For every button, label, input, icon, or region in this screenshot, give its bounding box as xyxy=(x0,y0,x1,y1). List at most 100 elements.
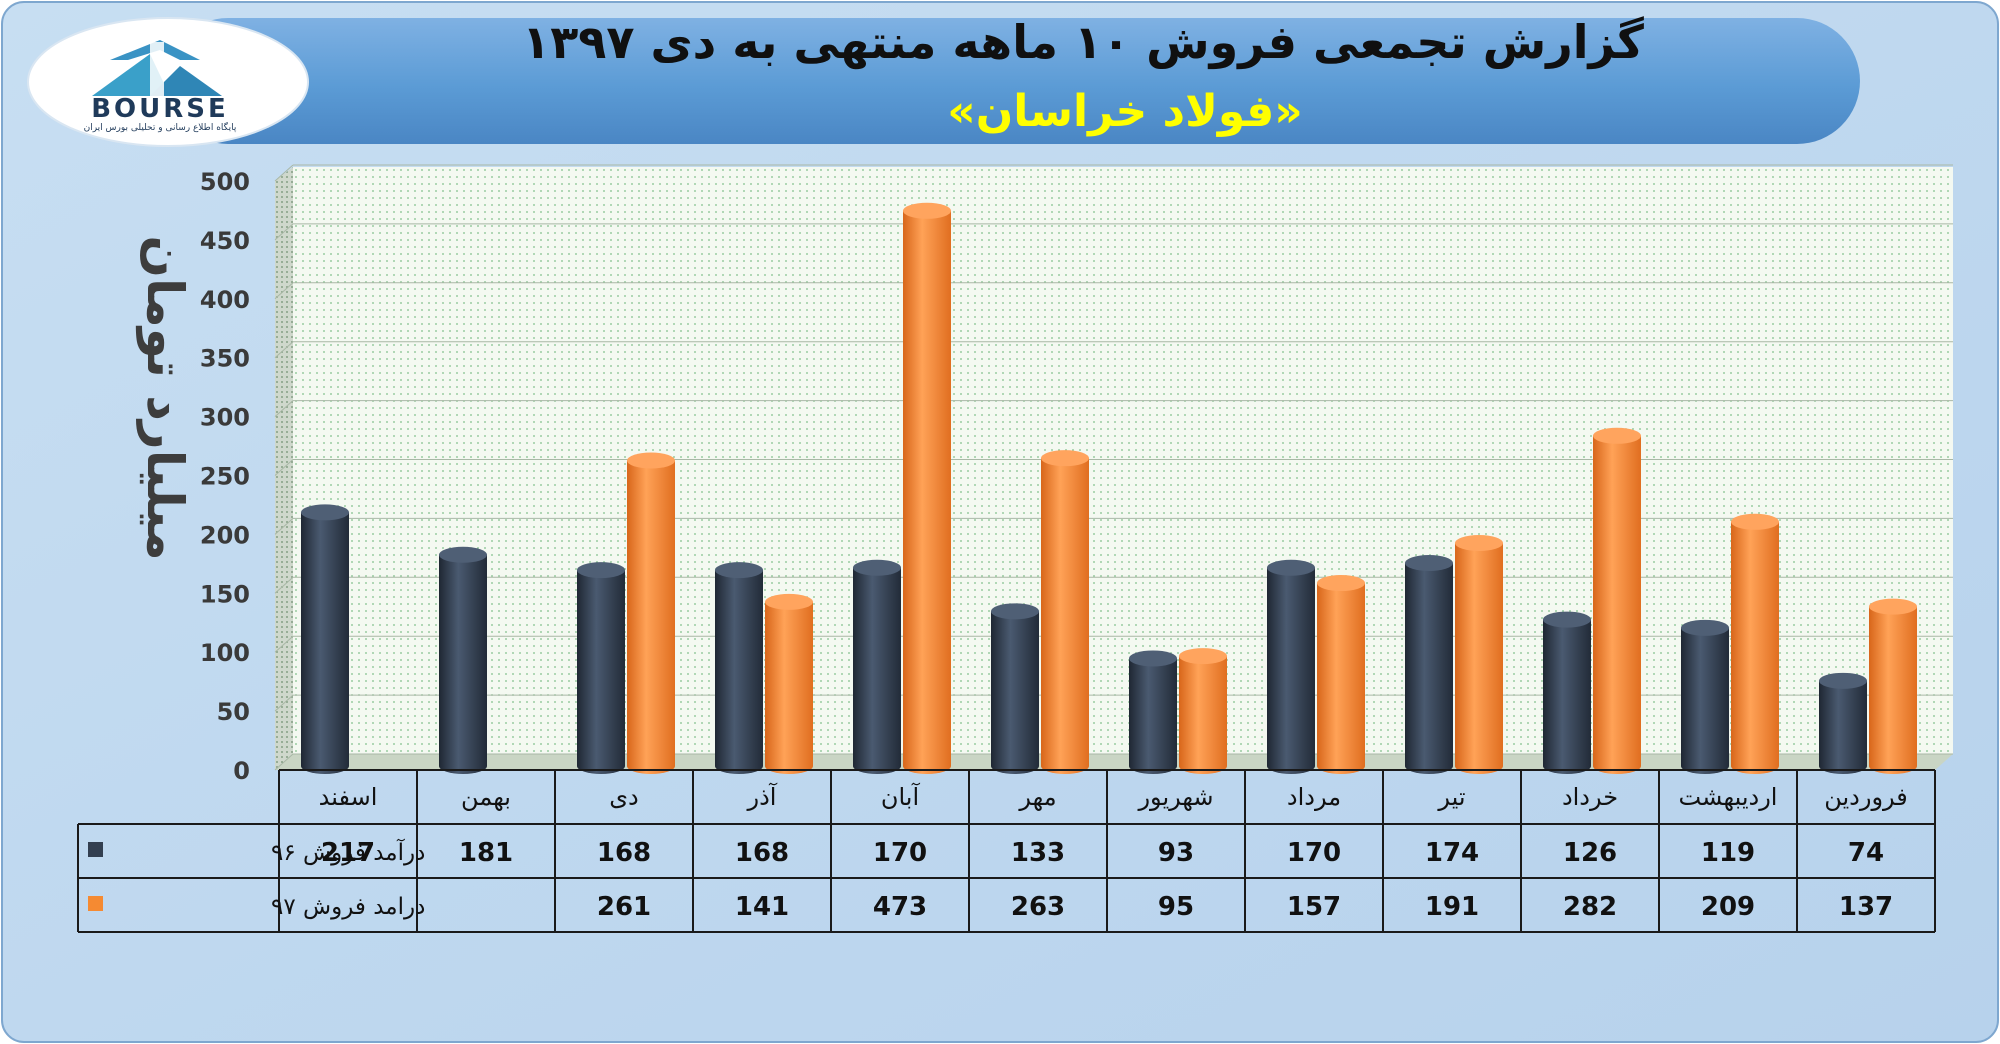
bar-body xyxy=(627,460,675,774)
gridline-side xyxy=(274,459,294,476)
y-axis: 0 50 100 150 200 250 300 350 400 450 500 xyxy=(200,168,250,785)
bar-cap xyxy=(1317,575,1365,592)
bar-cap xyxy=(1543,611,1591,628)
bar-body xyxy=(1317,583,1365,774)
bar-cap xyxy=(765,593,813,610)
bar-cap xyxy=(1179,648,1227,665)
gridline-side xyxy=(274,223,294,241)
x-tick-label: آبان xyxy=(881,782,921,811)
bar-body xyxy=(1041,458,1089,774)
bar-series96 xyxy=(1267,559,1315,774)
table-value: 170 xyxy=(1287,838,1341,868)
bar-cap xyxy=(577,562,625,579)
bar-body xyxy=(853,567,901,774)
plot-floor xyxy=(275,754,1953,770)
bar-cap xyxy=(1869,598,1917,615)
bar-cap xyxy=(853,559,901,576)
bar-body xyxy=(1267,567,1315,774)
table-value: 168 xyxy=(597,838,651,868)
bar-body xyxy=(903,210,951,774)
bar-cap xyxy=(627,452,675,469)
bar-cap xyxy=(1681,619,1729,636)
bar-body xyxy=(1129,658,1177,774)
gridline-side xyxy=(274,282,294,300)
bar-body xyxy=(715,570,763,774)
gridline-side xyxy=(274,694,294,712)
bar-body xyxy=(1455,543,1503,774)
bar-series96 xyxy=(853,559,901,774)
plot-side-wall xyxy=(275,167,293,770)
x-tick-label: تیر xyxy=(1437,783,1465,811)
bar-series97 xyxy=(1455,535,1503,774)
logo-caption: پایگاه اطلاع رسانی و تحلیلی بورس ایران xyxy=(84,121,237,133)
table-value: 137 xyxy=(1839,892,1893,922)
x-tick-label: فروردین xyxy=(1824,783,1908,811)
table-value: 174 xyxy=(1425,838,1479,868)
x-tick-label: خرداد xyxy=(1562,783,1618,811)
y-tick-label: 200 xyxy=(200,521,250,549)
x-tick-label: دی xyxy=(609,783,638,811)
bar-series96 xyxy=(577,562,625,774)
legend-label: درامد فروش ۹۷ xyxy=(271,894,425,920)
bar-cap xyxy=(1041,450,1089,467)
x-tick-label: اسفند xyxy=(319,783,378,811)
bar-series96 xyxy=(439,546,487,774)
y-tick-label: 0 xyxy=(233,757,250,785)
table-value: 119 xyxy=(1701,838,1755,868)
bar-series97 xyxy=(627,452,675,774)
bar-body xyxy=(301,512,349,774)
legend-swatch xyxy=(88,842,103,857)
bar-body xyxy=(439,554,487,774)
bar-cap xyxy=(1455,535,1503,552)
bar-cap xyxy=(1731,513,1779,530)
table-value: 261 xyxy=(597,892,651,922)
bars xyxy=(301,202,1917,774)
bar-body xyxy=(991,611,1039,774)
bar-body xyxy=(765,601,813,774)
gridline-side xyxy=(274,341,294,359)
legend-swatch xyxy=(88,896,103,911)
gridline-side xyxy=(274,576,294,594)
bar-cap xyxy=(991,603,1039,620)
gridline-side xyxy=(274,635,294,653)
plot-area xyxy=(275,167,1953,770)
legend-label: درآمد فروش ۹۶ xyxy=(271,838,425,866)
table-value: 168 xyxy=(735,838,789,868)
y-tick-label: 50 xyxy=(217,698,250,726)
bar-series97 xyxy=(1179,648,1227,774)
bar-series97 xyxy=(1869,598,1917,774)
x-tick-label: اردیبهشت xyxy=(1679,783,1778,811)
table-value: 141 xyxy=(735,892,789,922)
y-tick-label: 250 xyxy=(200,463,250,491)
table-value: 473 xyxy=(873,892,927,922)
bar-body xyxy=(1593,435,1641,774)
table-value: 217 xyxy=(321,838,375,868)
plot-back-wall xyxy=(293,167,1953,754)
x-tick-label: آذر xyxy=(747,782,778,811)
bar-series96 xyxy=(1819,672,1867,774)
y-tick-label: 400 xyxy=(200,286,250,314)
table-value: 95 xyxy=(1158,892,1194,922)
bar-body xyxy=(1681,627,1729,774)
bar-series96 xyxy=(301,504,349,774)
table-value: 133 xyxy=(1011,838,1065,868)
bar-series97 xyxy=(903,202,951,774)
bar-cap xyxy=(1819,672,1867,689)
bar-cap xyxy=(1129,650,1177,667)
table-value: 157 xyxy=(1287,892,1341,922)
gridline-side xyxy=(274,518,294,535)
bar-body xyxy=(577,570,625,774)
bar-cap xyxy=(715,562,763,579)
logo-text: BOURSE xyxy=(91,94,229,124)
header-banner: گزارش تجمعی فروش ۱۰ ماهه منتهی به دی ۱۳۹… xyxy=(165,15,1860,144)
x-tick-label: بهمن xyxy=(461,783,511,811)
chart-title: گزارش تجمعی فروش ۱۰ ماهه منتهی به دی ۱۳۹… xyxy=(522,15,1644,69)
bar-body xyxy=(1731,521,1779,774)
table-value: 282 xyxy=(1563,892,1617,922)
table-value: 181 xyxy=(459,838,513,868)
table-value: 170 xyxy=(873,838,927,868)
bar-cap xyxy=(301,504,349,521)
bar-body xyxy=(1179,656,1227,774)
bar-series96 xyxy=(991,603,1039,774)
